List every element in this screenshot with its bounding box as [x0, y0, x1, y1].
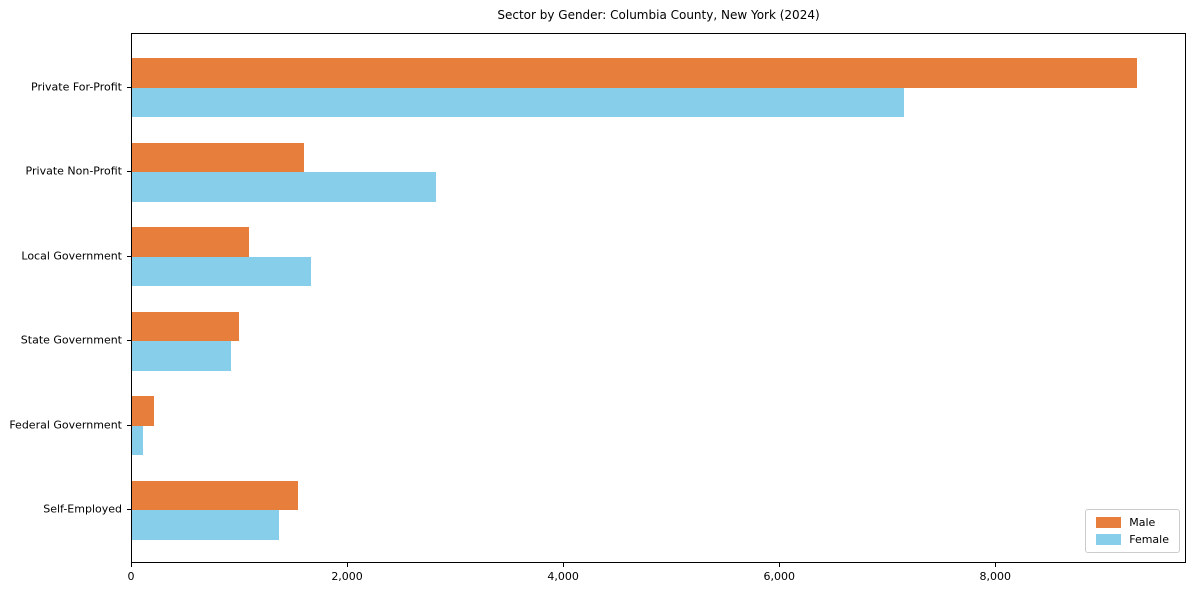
x-axis-tick	[779, 563, 781, 567]
y-axis-label-federal-government: Federal Government	[9, 418, 122, 432]
bar-male-federal-government	[132, 396, 154, 426]
y-axis-label-state-government: State Government	[20, 333, 122, 347]
y-axis-tick	[127, 424, 131, 426]
x-tick-label: 4,000	[547, 570, 579, 583]
x-tick-label: 6,000	[763, 570, 795, 583]
x-axis-tick	[347, 563, 349, 567]
bar-female-self-employed	[132, 510, 279, 540]
legend: Male Female	[1085, 509, 1180, 553]
y-axis-label-self-employed: Self-Employed	[43, 502, 122, 516]
x-tick-label: 2,000	[331, 570, 363, 583]
bar-male-self-employed	[132, 480, 299, 511]
y-axis-tick	[127, 171, 131, 173]
bar-male-local-government	[132, 227, 249, 257]
y-axis-tick	[127, 509, 131, 511]
legend-item-female: Female	[1096, 534, 1169, 545]
male-swatch-icon	[1096, 517, 1122, 528]
legend-item-male: Male	[1096, 517, 1169, 528]
bar-male-private-for-profit	[132, 58, 1137, 88]
y-axis-label-private-non-profit: Private Non-Profit	[25, 164, 122, 178]
y-axis-tick	[127, 340, 131, 342]
x-axis-tick	[563, 563, 565, 567]
bar-male-private-non-profit	[132, 142, 304, 173]
bar-female-federal-government	[132, 425, 143, 456]
bar-female-private-for-profit	[132, 87, 905, 118]
bar-female-local-government	[132, 256, 312, 287]
legend-label-male: Male	[1129, 516, 1156, 529]
x-axis-tick	[995, 563, 997, 567]
y-axis-label-local-government: Local Government	[21, 249, 122, 263]
y-axis-tick	[127, 86, 131, 88]
bar-male-state-government	[132, 311, 239, 342]
x-axis-tick	[131, 563, 132, 567]
x-tick-label: 0	[127, 570, 135, 583]
x-tick-label: 8,000	[979, 570, 1012, 583]
bar-female-private-non-profit	[132, 172, 436, 202]
chart-title: Sector by Gender: Columbia County, New Y…	[497, 8, 820, 22]
bar-female-state-government	[132, 341, 232, 371]
female-swatch-icon	[1096, 534, 1122, 545]
y-axis-label-private-for-profit: Private For-Profit	[31, 80, 122, 94]
y-axis-tick	[127, 255, 131, 257]
legend-label-female: Female	[1129, 533, 1169, 546]
plot-area: Male Female	[131, 33, 1186, 563]
